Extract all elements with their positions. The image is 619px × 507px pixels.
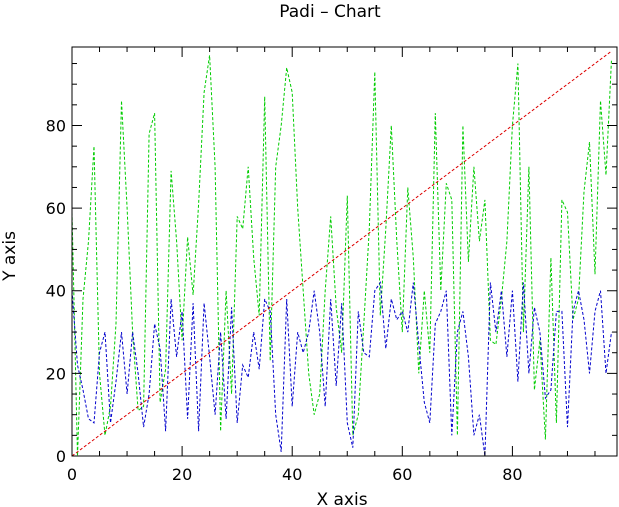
y-tick-label: 40 [46, 282, 66, 301]
y-axis-label: Y axis [0, 231, 20, 282]
series-line-1 [71, 55, 612, 457]
chart-title: Padi – Chart [279, 2, 381, 22]
plot-frame [71, 46, 618, 457]
x-tick-label: 20 [172, 465, 192, 484]
axes-layer: 0 20 40 60 80 0 20 40 60 80 [46, 46, 618, 484]
x-tick-label: 40 [282, 465, 302, 484]
x-tick-label: 60 [392, 465, 412, 484]
y-tick-label: 0 [56, 447, 66, 466]
series-layer [71, 50, 612, 457]
y-tick-label: 20 [46, 364, 66, 383]
x-tick-label: 0 [67, 465, 77, 484]
x-axis-label: X axis [316, 490, 367, 507]
y-tick-label: 60 [46, 199, 66, 218]
y-tick-label: 80 [46, 116, 66, 135]
series-line-3 [71, 50, 612, 457]
x-tick-label: 80 [502, 465, 522, 484]
series-line-2 [71, 281, 612, 457]
